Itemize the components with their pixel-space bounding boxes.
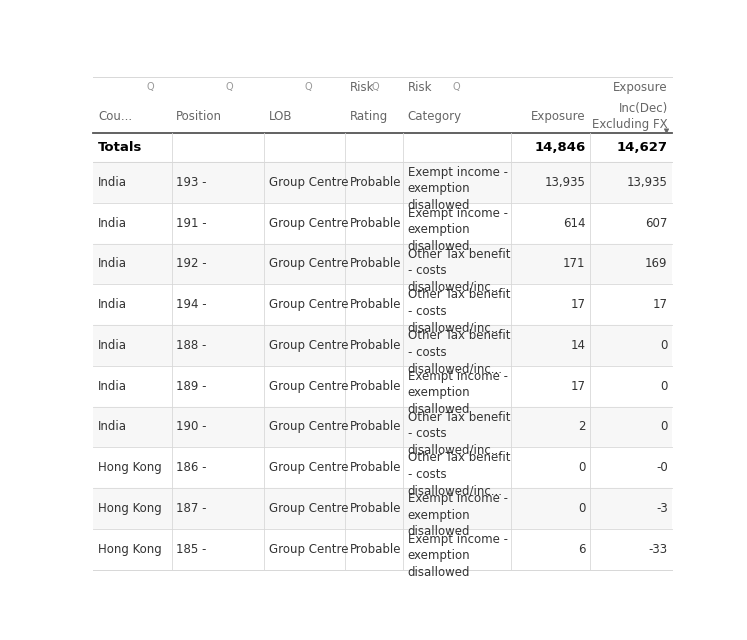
Text: 194 -: 194 - bbox=[176, 298, 207, 311]
Text: 17: 17 bbox=[571, 298, 586, 311]
Text: Exempt income -
exemption
disallowed: Exempt income - exemption disallowed bbox=[408, 207, 508, 253]
Text: Hong Kong: Hong Kong bbox=[98, 502, 162, 515]
Text: 190 -: 190 - bbox=[176, 420, 207, 433]
Text: India: India bbox=[98, 257, 127, 271]
Text: Probable: Probable bbox=[350, 420, 401, 433]
Text: Q: Q bbox=[453, 82, 460, 92]
Bar bbox=[93, 488, 672, 529]
Text: India: India bbox=[98, 380, 127, 393]
Text: 188 -: 188 - bbox=[176, 339, 206, 352]
Text: 193 -: 193 - bbox=[176, 176, 207, 189]
Text: Group Centre: Group Centre bbox=[269, 176, 348, 189]
Text: Q: Q bbox=[226, 82, 233, 92]
Text: Probable: Probable bbox=[350, 380, 401, 393]
Text: Category: Category bbox=[408, 110, 462, 123]
Text: Probable: Probable bbox=[350, 339, 401, 352]
Text: Other Tax benefit
- costs
disallowed/inc...: Other Tax benefit - costs disallowed/inc… bbox=[408, 410, 510, 456]
Text: Group Centre: Group Centre bbox=[269, 543, 348, 556]
Text: 2: 2 bbox=[578, 420, 586, 433]
Text: Rating: Rating bbox=[350, 110, 388, 123]
Text: Group Centre: Group Centre bbox=[269, 420, 348, 433]
Text: 186 -: 186 - bbox=[176, 461, 207, 474]
Text: 14: 14 bbox=[571, 339, 586, 352]
Text: Q: Q bbox=[305, 82, 312, 92]
Text: Group Centre: Group Centre bbox=[269, 380, 348, 393]
Text: India: India bbox=[98, 298, 127, 311]
Text: 17: 17 bbox=[653, 298, 668, 311]
Bar bbox=[93, 162, 672, 203]
Text: Group Centre: Group Centre bbox=[269, 257, 348, 271]
Text: Risk: Risk bbox=[408, 81, 433, 93]
Bar bbox=[93, 406, 672, 447]
Text: Exempt income -
exemption
disallowed: Exempt income - exemption disallowed bbox=[408, 492, 508, 538]
Text: Inc(Dec)
Excluding FX: Inc(Dec) Excluding FX bbox=[592, 102, 668, 131]
Text: Probable: Probable bbox=[350, 461, 401, 474]
Text: Group Centre: Group Centre bbox=[269, 217, 348, 230]
Text: Probable: Probable bbox=[350, 298, 401, 311]
Text: 0: 0 bbox=[578, 461, 586, 474]
Text: India: India bbox=[98, 339, 127, 352]
Text: Probable: Probable bbox=[350, 543, 401, 556]
Text: 0: 0 bbox=[660, 380, 668, 393]
Text: 607: 607 bbox=[645, 217, 668, 230]
Text: -3: -3 bbox=[656, 502, 668, 515]
Text: 169: 169 bbox=[645, 257, 668, 271]
Text: Exposure: Exposure bbox=[531, 110, 586, 123]
Text: Exempt income -
exemption
disallowed: Exempt income - exemption disallowed bbox=[408, 370, 508, 416]
Text: 189 -: 189 - bbox=[176, 380, 207, 393]
Text: 13,935: 13,935 bbox=[627, 176, 668, 189]
Bar bbox=[93, 366, 672, 406]
Text: Hong Kong: Hong Kong bbox=[98, 461, 162, 474]
Text: Position: Position bbox=[176, 110, 222, 123]
Bar bbox=[93, 325, 672, 366]
Text: Q: Q bbox=[146, 82, 155, 92]
Text: Other Tax benefit
- costs
disallowed/inc...: Other Tax benefit - costs disallowed/inc… bbox=[408, 248, 510, 294]
Text: Probable: Probable bbox=[350, 257, 401, 271]
Text: 13,935: 13,935 bbox=[545, 176, 586, 189]
Text: -33: -33 bbox=[648, 543, 668, 556]
Text: Group Centre: Group Centre bbox=[269, 339, 348, 352]
Text: Hong Kong: Hong Kong bbox=[98, 543, 162, 556]
Text: Q: Q bbox=[371, 82, 379, 92]
Text: India: India bbox=[98, 176, 127, 189]
Text: Risk: Risk bbox=[350, 81, 374, 93]
Text: 185 -: 185 - bbox=[176, 543, 206, 556]
Text: 14,846: 14,846 bbox=[534, 141, 586, 154]
Text: Exposure: Exposure bbox=[613, 81, 668, 93]
Text: LOB: LOB bbox=[269, 110, 292, 123]
Text: Exempt income -
exemption
disallowed: Exempt income - exemption disallowed bbox=[408, 532, 508, 579]
Bar bbox=[93, 203, 672, 244]
Text: India: India bbox=[98, 217, 127, 230]
Text: Exempt income -
exemption
disallowed: Exempt income - exemption disallowed bbox=[408, 166, 508, 212]
Text: 192 -: 192 - bbox=[176, 257, 207, 271]
Text: 0: 0 bbox=[660, 339, 668, 352]
Text: -0: -0 bbox=[656, 461, 668, 474]
Text: Other Tax benefit
- costs
disallowed/inc...: Other Tax benefit - costs disallowed/inc… bbox=[408, 451, 510, 497]
Text: 0: 0 bbox=[660, 420, 668, 433]
Text: Group Centre: Group Centre bbox=[269, 461, 348, 474]
Text: 187 -: 187 - bbox=[176, 502, 207, 515]
Text: 191 -: 191 - bbox=[176, 217, 207, 230]
Text: Totals: Totals bbox=[98, 141, 143, 154]
Text: Cou...: Cou... bbox=[98, 110, 132, 123]
Text: 6: 6 bbox=[578, 543, 586, 556]
Text: Probable: Probable bbox=[350, 502, 401, 515]
Bar bbox=[93, 284, 672, 325]
Text: Probable: Probable bbox=[350, 217, 401, 230]
Bar bbox=[93, 447, 672, 488]
Text: India: India bbox=[98, 420, 127, 433]
Text: 14,627: 14,627 bbox=[617, 141, 668, 154]
Bar bbox=[93, 529, 672, 570]
Text: Group Centre: Group Centre bbox=[269, 298, 348, 311]
Text: Group Centre: Group Centre bbox=[269, 502, 348, 515]
Text: 614: 614 bbox=[563, 217, 586, 230]
Text: Other Tax benefit
- costs
disallowed/inc...: Other Tax benefit - costs disallowed/inc… bbox=[408, 329, 510, 375]
Bar bbox=[93, 244, 672, 284]
Text: 171: 171 bbox=[563, 257, 586, 271]
Text: 17: 17 bbox=[571, 380, 586, 393]
Text: Other Tax benefit
- costs
disallowed/inc...: Other Tax benefit - costs disallowed/inc… bbox=[408, 288, 510, 334]
Text: 0: 0 bbox=[578, 502, 586, 515]
Text: Probable: Probable bbox=[350, 176, 401, 189]
